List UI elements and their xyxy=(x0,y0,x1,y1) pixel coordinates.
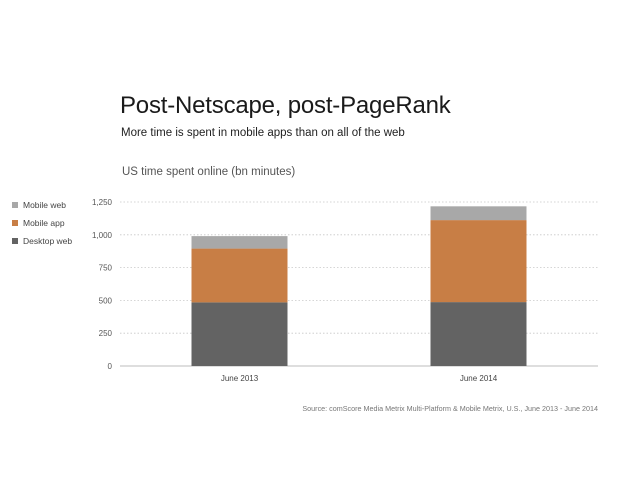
bar-segment xyxy=(191,236,288,249)
slide-title: Post-Netscape, post-PageRank xyxy=(120,92,451,119)
legend-swatch-desktop-web xyxy=(12,238,18,244)
legend-swatch-mobile-app xyxy=(12,220,18,226)
y-tick-label: 250 xyxy=(99,329,113,338)
y-tick-label: 1,000 xyxy=(92,231,113,240)
chart-legend: Mobile web Mobile app Desktop web xyxy=(12,196,72,250)
legend-label-desktop-web: Desktop web xyxy=(23,236,73,246)
legend-label-mobile-web: Mobile web xyxy=(23,200,66,210)
legend-item-mobile-app: Mobile app xyxy=(12,214,72,232)
source-note: Source: comScore Media Metrix Multi-Plat… xyxy=(302,404,598,413)
legend-item-mobile-web: Mobile web xyxy=(12,196,72,214)
chart-title: US time spent online (bn minutes) xyxy=(122,166,296,178)
slide-subtitle: More time is spent in mobile apps than o… xyxy=(121,127,405,139)
bar-segment xyxy=(430,206,527,221)
y-tick-label: 1,250 xyxy=(92,198,113,207)
legend-label-mobile-app: Mobile app xyxy=(23,218,65,228)
bar-segment xyxy=(191,302,288,366)
legend-item-desktop-web: Desktop web xyxy=(12,232,72,250)
bar-segment xyxy=(191,248,288,303)
bar-segment xyxy=(430,220,527,303)
legend-swatch-mobile-web xyxy=(12,202,18,208)
y-tick-label: 0 xyxy=(108,362,113,371)
y-tick-label: 750 xyxy=(99,264,113,273)
x-tick-label: June 2014 xyxy=(460,374,498,383)
y-tick-label: 500 xyxy=(99,296,113,305)
bar-segment xyxy=(430,302,527,366)
x-tick-label: June 2013 xyxy=(221,374,259,383)
